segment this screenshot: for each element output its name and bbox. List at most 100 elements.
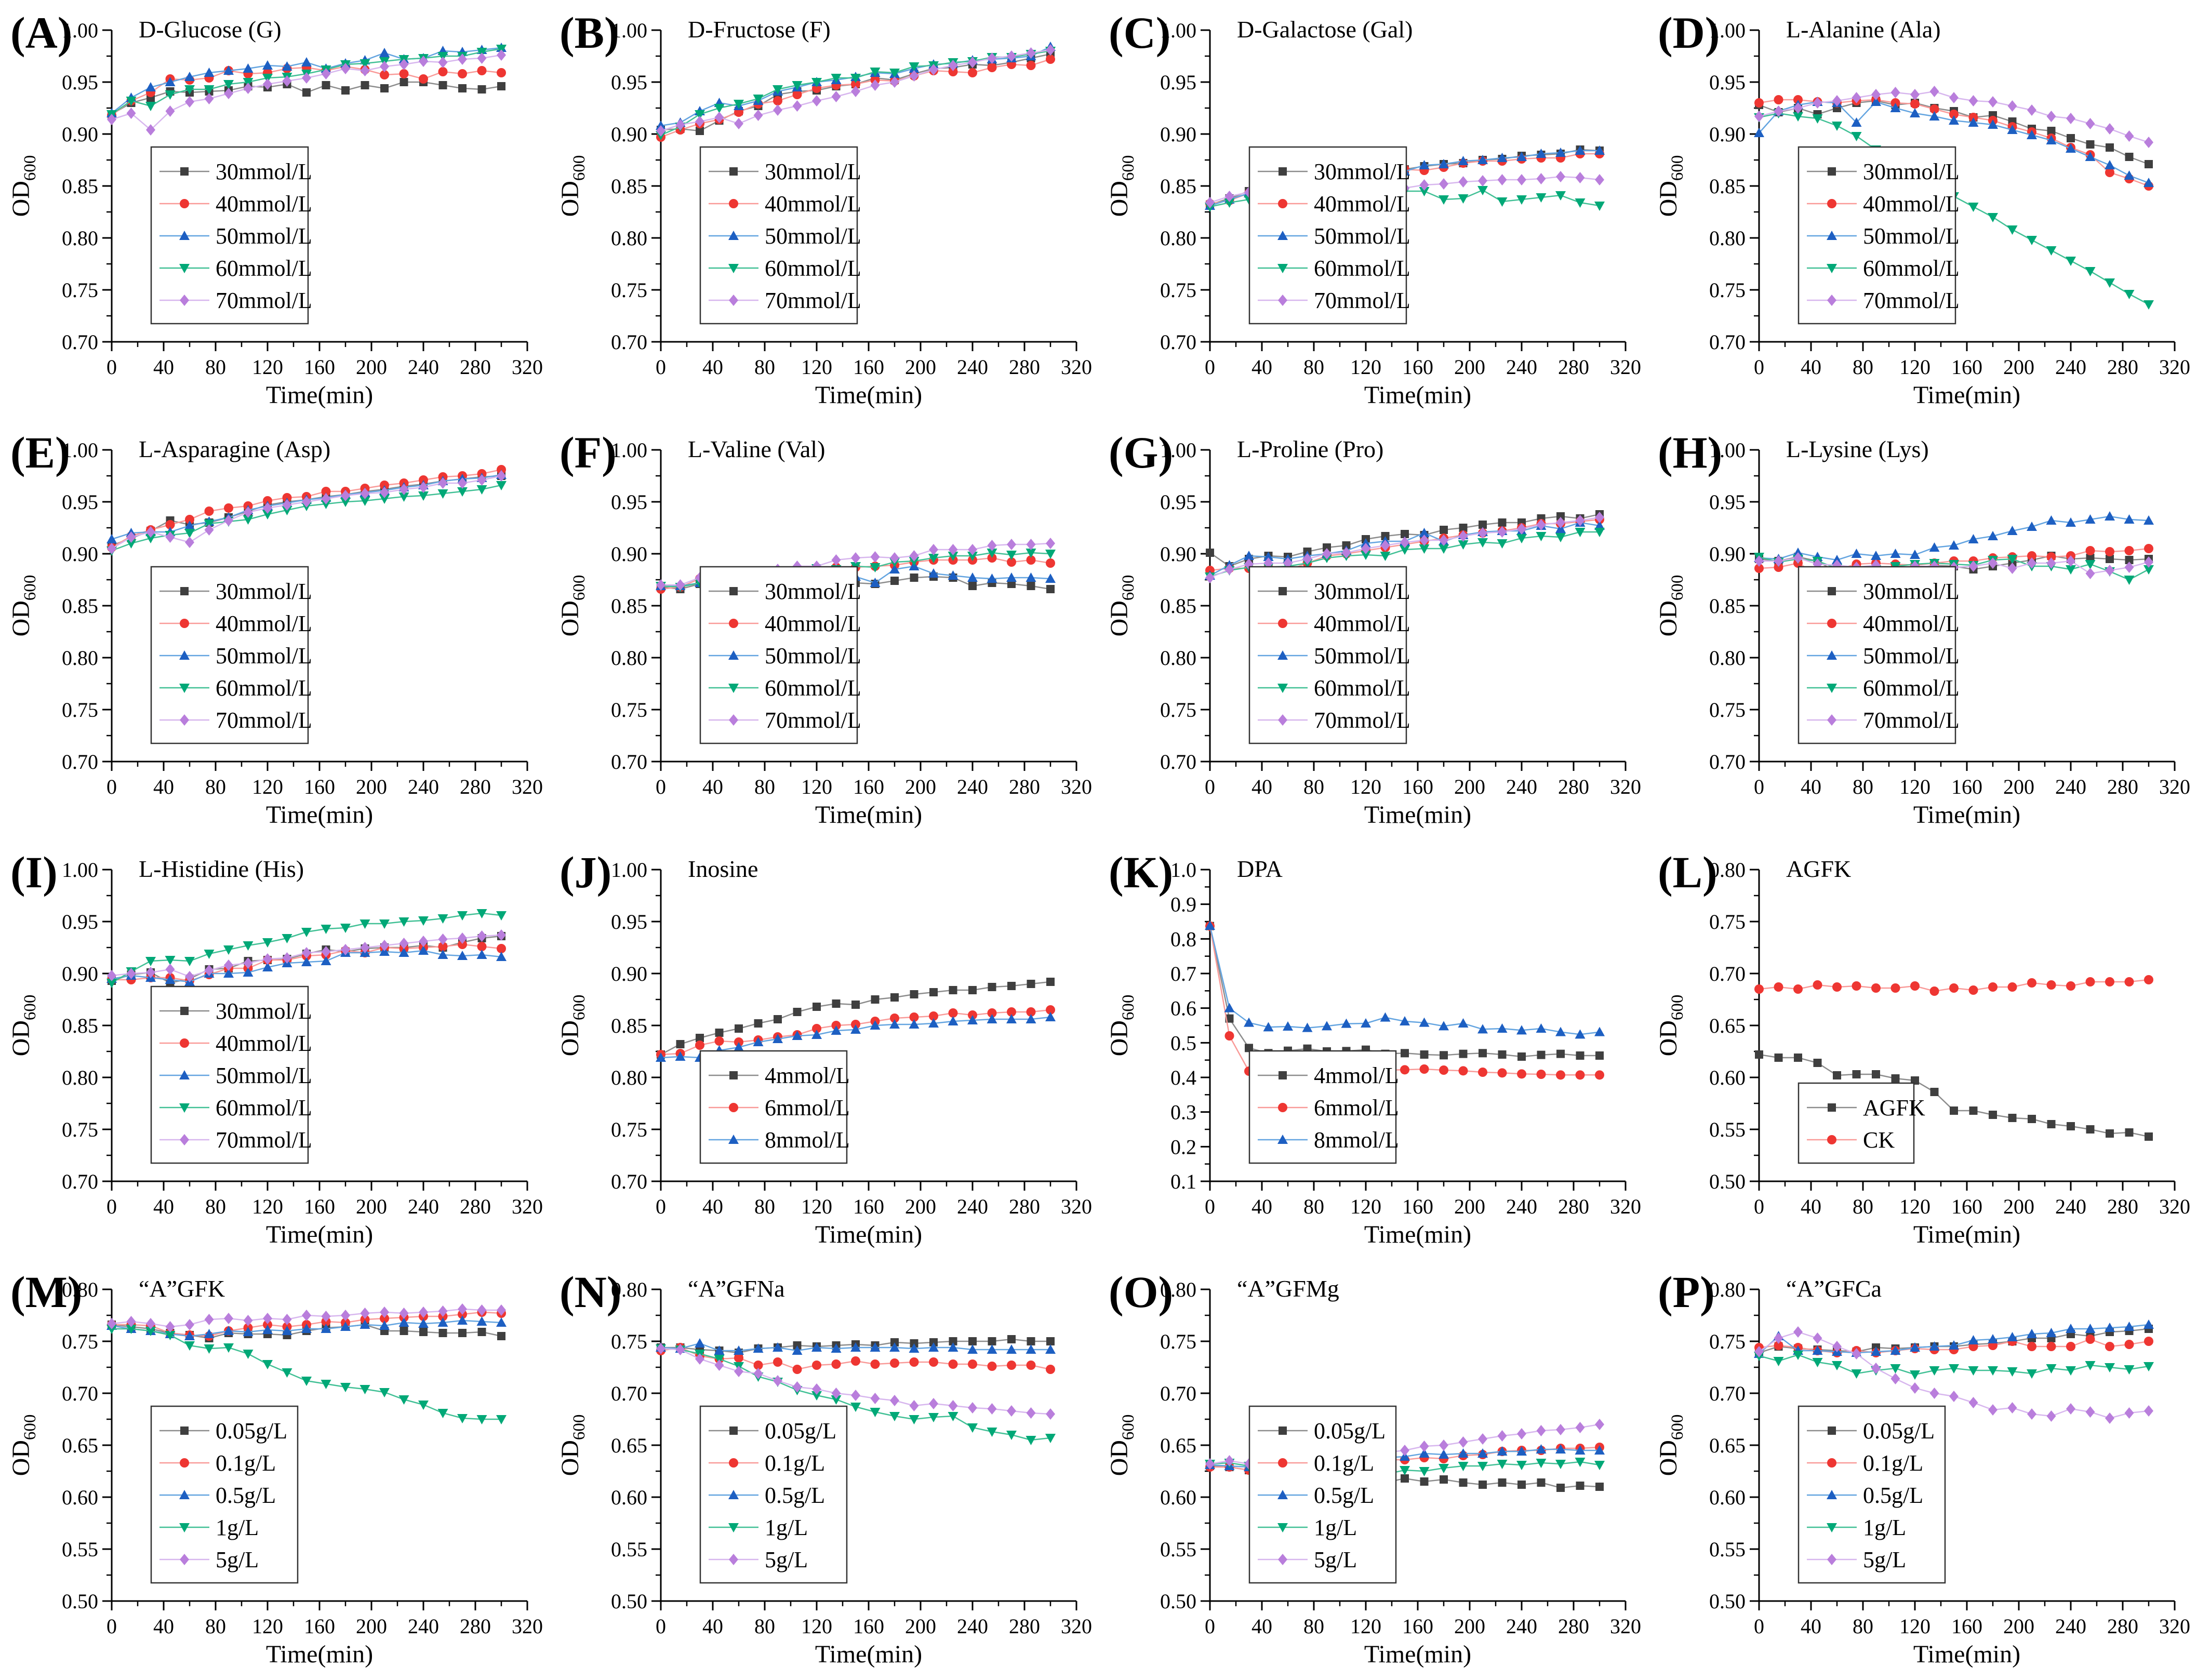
panel-N: (N) 0.50 0.55 0.60 0.65 0.70 0.75 0.80 0 40 80 120 1… <box>549 1259 1098 1679</box>
panel-J-chart: (J) 0.70 0.75 0.80 0.85 0.90 0.95 1.00 0 40 80 120 1… <box>556 847 1092 1248</box>
diamond-marker <box>1813 97 1822 109</box>
diamond-marker <box>1793 1326 1803 1338</box>
triangle-up-marker <box>928 568 939 578</box>
diamond-marker <box>656 1343 665 1354</box>
legend-label: 30mmol/L <box>216 998 312 1024</box>
x-tick-label: 320 <box>2159 355 2190 379</box>
panel-label: (I) <box>10 847 58 897</box>
triangle-down-marker <box>379 919 390 929</box>
diamond-marker <box>243 1315 253 1326</box>
y-tick-label: 0.85 <box>62 175 98 198</box>
triangle-down-marker <box>476 909 487 918</box>
y-tick-label: 0.80 <box>1709 858 1746 882</box>
circle-marker <box>2066 981 2075 991</box>
circle-marker <box>851 79 860 89</box>
diamond-marker <box>263 1313 272 1324</box>
diamond-marker <box>1439 535 1448 546</box>
diamond-marker <box>2144 556 2153 568</box>
square-marker <box>1517 1481 1526 1489</box>
triangle-down-marker <box>1827 1523 1837 1532</box>
triangle-up-marker <box>728 650 739 660</box>
x-tick-label: 200 <box>356 1195 387 1218</box>
y-tick-label: 0.75 <box>62 1118 98 1141</box>
diamond-marker <box>987 1403 997 1415</box>
x-tick-label: 80 <box>1303 775 1324 798</box>
diamond-marker <box>1224 191 1234 202</box>
triangle-down-marker <box>889 1412 900 1421</box>
diamond-marker <box>282 1314 292 1325</box>
triangle-down-marker <box>321 925 331 934</box>
y-tick-label: 0.75 <box>611 1330 647 1353</box>
triangle-up-marker <box>1439 1021 1449 1031</box>
triangle-down-marker <box>457 911 468 921</box>
x-tick-label: 40 <box>1251 1195 1272 1218</box>
x-tick-label: 320 <box>2159 1195 2190 1218</box>
y-tick-label: 0.95 <box>611 490 647 514</box>
legend-label: 0.5g/L <box>765 1483 825 1508</box>
triangle-up-marker <box>734 1345 744 1355</box>
triangle-up-marker <box>948 570 958 580</box>
legend-label: 40mmol/L <box>216 191 312 217</box>
circle-marker <box>729 1458 738 1468</box>
square-marker <box>458 84 467 92</box>
legend-label: 0.5g/L <box>1314 1483 1374 1508</box>
y-tick-label: 0.80 <box>611 646 647 670</box>
x-tick-label: 0 <box>1754 355 1764 379</box>
circle-marker <box>2046 1342 2056 1351</box>
panel-O: (O) 0.50 0.55 0.60 0.65 0.70 0.75 0.80 0 40 80 120 1… <box>1098 1259 1647 1679</box>
circle-marker <box>2027 1342 2036 1351</box>
circle-marker <box>321 487 331 496</box>
triangle-up-marker <box>1754 128 1764 137</box>
square-marker <box>438 81 447 89</box>
legend-label: 50mmol/L <box>765 643 861 669</box>
square-marker <box>1401 1474 1409 1483</box>
triangle-down-marker <box>1026 549 1036 558</box>
triangle-down-marker <box>1851 1369 1862 1379</box>
x-tick-label: 240 <box>957 1615 988 1638</box>
diamond-marker <box>695 1353 704 1365</box>
diamond-marker <box>1497 526 1507 538</box>
square-marker <box>1576 1482 1584 1490</box>
square-marker <box>1401 1049 1409 1058</box>
panel-label: (O) <box>1109 1267 1173 1317</box>
panel-G-chart: (G) 0.70 0.75 0.80 0.85 0.90 0.95 1.00 0 40 80 120 1… <box>1106 428 1641 829</box>
y-tick-label: 0.50 <box>1709 1170 1746 1193</box>
diamond-marker <box>438 477 448 489</box>
x-tick-label: 80 <box>1303 1195 1324 1218</box>
x-tick-label: 280 <box>460 355 491 379</box>
legend-label: 40mmol/L <box>1314 191 1410 217</box>
circle-marker <box>890 1358 899 1368</box>
triangle-up-marker <box>967 572 978 582</box>
x-axis-label: Time(min) <box>1364 1641 1471 1668</box>
x-tick-label: 240 <box>408 775 439 798</box>
triangle-up-marker <box>1516 1025 1527 1035</box>
x-tick-label: 160 <box>1951 355 1982 379</box>
diamond-marker <box>2007 1402 2017 1414</box>
x-axis-label: Time(min) <box>815 381 922 409</box>
diamond-marker <box>380 940 389 951</box>
legend-label: 0.5g/L <box>216 1483 276 1508</box>
diamond-marker <box>1575 172 1585 183</box>
circle-marker <box>1278 619 1287 628</box>
diamond-marker <box>851 1390 860 1401</box>
triangle-up-marker <box>728 1135 739 1144</box>
circle-marker <box>185 515 194 524</box>
triangle-up-marker <box>1006 572 1017 582</box>
triangle-up-marker <box>1458 156 1469 165</box>
diamond-marker <box>438 57 448 68</box>
square-marker <box>1245 1044 1253 1052</box>
y-tick-label: 0.85 <box>1709 175 1746 198</box>
triangle-down-marker <box>262 938 273 948</box>
x-tick-label: 320 <box>1061 1195 1092 1218</box>
square-marker <box>1828 1426 1836 1435</box>
circle-marker <box>948 67 958 76</box>
legend-label: 50mmol/L <box>216 1063 312 1088</box>
triangle-down-marker <box>728 684 739 693</box>
y-tick-label: 0.90 <box>1160 542 1196 566</box>
panel-C: (C) 0.70 0.75 0.80 0.85 0.90 0.95 1.00 0 40 80 120 1… <box>1098 0 1647 420</box>
circle-marker <box>1224 1031 1234 1041</box>
diamond-marker <box>1827 1554 1836 1565</box>
x-tick-label: 120 <box>801 355 832 379</box>
triangle-down-marker <box>340 1383 351 1392</box>
